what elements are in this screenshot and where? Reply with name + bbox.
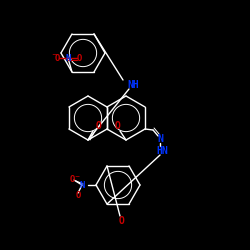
Text: HN: HN — [156, 146, 168, 156]
Text: O: O — [76, 54, 82, 62]
Text: NH: NH — [127, 80, 139, 90]
Text: O: O — [96, 121, 102, 131]
Text: N: N — [79, 180, 85, 190]
Text: O: O — [54, 54, 60, 62]
Text: N: N — [65, 54, 71, 62]
Text: N: N — [157, 134, 163, 144]
Text: O: O — [115, 121, 121, 131]
Text: O: O — [119, 216, 125, 226]
Text: O: O — [75, 190, 81, 200]
Text: −: − — [74, 174, 80, 178]
Text: O: O — [69, 176, 75, 184]
Text: −: − — [51, 52, 57, 58]
